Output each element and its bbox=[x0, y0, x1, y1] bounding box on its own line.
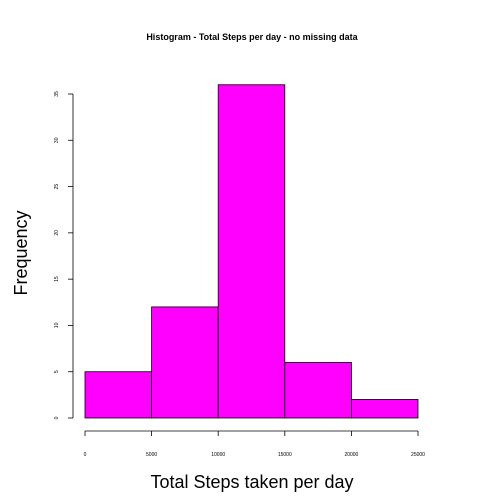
y-tick-label: 10 bbox=[54, 322, 60, 328]
x-tick-label: 5000 bbox=[146, 452, 157, 458]
y-tick-label: 15 bbox=[54, 276, 60, 282]
x-tick-label: 0 bbox=[84, 452, 87, 458]
y-tick-label: 25 bbox=[54, 184, 60, 190]
x-tick-label: 20000 bbox=[344, 452, 358, 458]
y-tick-label: 0 bbox=[54, 416, 60, 419]
histogram-bar bbox=[84, 371, 152, 419]
y-axis-title: Frequency bbox=[11, 210, 31, 295]
y-tick-label: 30 bbox=[54, 137, 60, 143]
x-tick-label: 25000 bbox=[411, 452, 425, 458]
chart-title: Histogram - Total Steps per day - no mis… bbox=[146, 32, 358, 42]
histogram-bar bbox=[284, 362, 352, 419]
x-axis: 0 5000 10000 15000 20000 25000 bbox=[84, 430, 425, 458]
y-tick-label: 35 bbox=[54, 91, 60, 97]
histogram-bar bbox=[151, 306, 219, 419]
x-axis-title: Total Steps taken per day bbox=[150, 472, 353, 492]
y-tick-label: 20 bbox=[54, 230, 60, 236]
y-tick-label: 5 bbox=[54, 370, 60, 373]
histogram-bar bbox=[217, 84, 286, 419]
histogram-bar bbox=[350, 399, 419, 419]
x-tick-label: 10000 bbox=[211, 452, 225, 458]
bars-group bbox=[84, 84, 419, 419]
x-tick-label: 15000 bbox=[278, 452, 292, 458]
y-axis: 0 5 10 15 20 25 30 35 bbox=[54, 91, 74, 419]
